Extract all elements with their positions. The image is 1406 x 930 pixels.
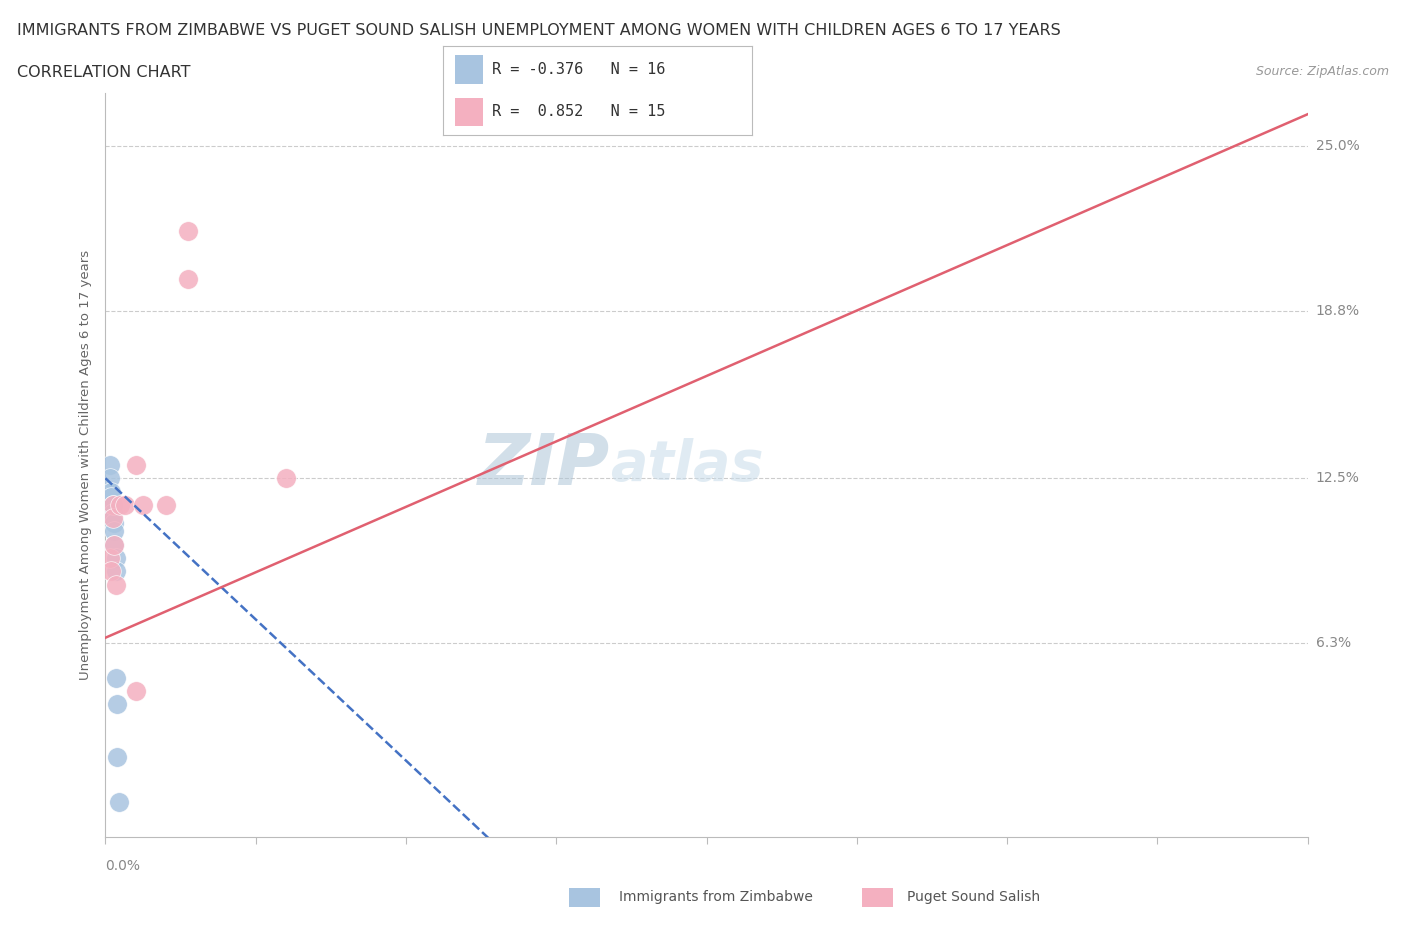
Bar [456, 56, 484, 84]
Point [108, 795, 131, 810]
Point [124, 458, 146, 472]
Point [177, 272, 200, 286]
Point [107, 697, 129, 711]
Text: 6.3%: 6.3% [1316, 636, 1351, 650]
Point [104, 564, 127, 578]
Bar [456, 98, 484, 126]
Point [100, 564, 122, 578]
Point [101, 498, 124, 512]
Point [155, 498, 177, 512]
Point [104, 671, 127, 685]
Text: Immigrants from Zimbabwe: Immigrants from Zimbabwe [619, 890, 813, 905]
Text: Source: ZipAtlas.com: Source: ZipAtlas.com [1256, 65, 1389, 78]
Point [103, 538, 125, 552]
Text: 18.8%: 18.8% [1316, 304, 1360, 318]
Point [104, 551, 127, 565]
Point [107, 750, 129, 764]
Text: CORRELATION CHART: CORRELATION CHART [17, 65, 190, 80]
Point [104, 578, 127, 592]
Text: 0.0%: 0.0% [105, 859, 141, 873]
Point [103, 538, 125, 552]
Point [98, 458, 121, 472]
Point [177, 224, 200, 239]
Point [98, 551, 121, 565]
Text: 12.5%: 12.5% [1316, 472, 1360, 485]
Text: ZIP: ZIP [478, 431, 610, 499]
Text: R = -0.376   N = 16: R = -0.376 N = 16 [492, 62, 666, 77]
Text: R =  0.852   N = 15: R = 0.852 N = 15 [492, 104, 666, 119]
Point [124, 684, 146, 698]
Text: IMMIGRANTS FROM ZIMBABWE VS PUGET SOUND SALISH UNEMPLOYMENT AMONG WOMEN WITH CHI: IMMIGRANTS FROM ZIMBABWE VS PUGET SOUND … [17, 23, 1060, 38]
Point [101, 498, 124, 512]
Y-axis label: Unemployment Among Women with Children Ages 6 to 17 years: Unemployment Among Women with Children A… [79, 250, 93, 680]
Point [98, 471, 121, 485]
Point [274, 471, 297, 485]
Point [114, 498, 136, 512]
Point [100, 489, 122, 504]
Point [103, 524, 125, 538]
Point [110, 498, 132, 512]
Point [103, 516, 125, 531]
Text: 25.0%: 25.0% [1316, 140, 1360, 153]
Point [132, 498, 155, 512]
Text: Puget Sound Salish: Puget Sound Salish [907, 890, 1040, 905]
Point [101, 511, 124, 525]
Point [100, 485, 122, 499]
Point [101, 505, 124, 520]
Text: atlas: atlas [610, 438, 763, 492]
Point [101, 511, 124, 525]
